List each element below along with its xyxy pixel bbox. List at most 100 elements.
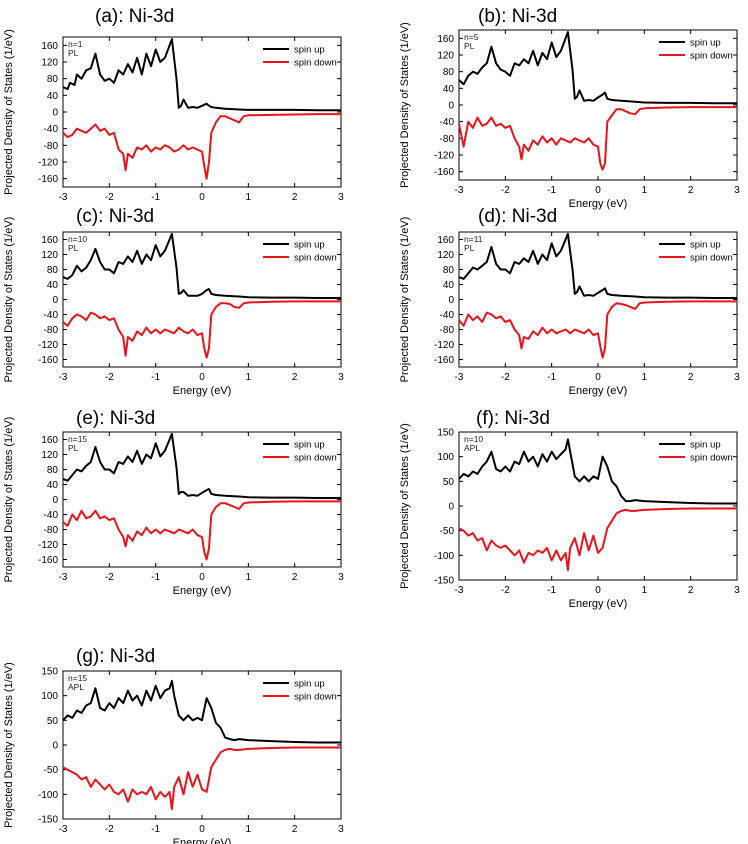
x-tick-label: -2	[105, 824, 114, 835]
y-tick-label: 40	[443, 84, 455, 95]
y-tick-label: -120	[38, 540, 58, 551]
x-axis-label: Energy (eV)	[173, 385, 232, 397]
x-tick-label: -3	[455, 585, 464, 596]
legend-label-spin-down: spin down	[690, 453, 733, 464]
spin-up-line	[458, 31, 737, 105]
y-axis-label: Projected Density of States (1/eV)	[3, 29, 15, 195]
y-tick-label: -40	[440, 117, 455, 128]
panel-info-label: n=10	[464, 434, 483, 444]
legend-label-spin-up: spin up	[294, 45, 325, 56]
panel-info-label: PL	[464, 41, 475, 51]
panel-info-label: PL	[68, 443, 79, 453]
x-tick-label: 2	[688, 372, 694, 383]
panel-title: (b): Ni-3d	[478, 6, 557, 27]
spin-down-line	[62, 113, 341, 180]
panel-title: (a): Ni-3d	[95, 6, 174, 27]
y-tick-label: 40	[47, 480, 59, 491]
y-tick-label: -120	[38, 158, 58, 169]
panel-title: (d): Ni-3d	[478, 206, 557, 227]
y-tick-label: 120	[437, 51, 454, 62]
y-tick-label: 50	[443, 477, 455, 488]
y-axis-label: Projected Density of States (1/eV)	[399, 423, 411, 589]
x-tick-label: -2	[105, 572, 114, 583]
y-tick-label: 120	[41, 450, 58, 461]
panel-info-label: n=1	[68, 39, 83, 49]
y-tick-label: -100	[434, 551, 454, 562]
x-tick-label: 1	[246, 192, 252, 203]
y-tick-label: 40	[47, 91, 59, 102]
spin-down-line	[458, 106, 737, 171]
x-tick-label: -3	[455, 372, 464, 383]
x-axis-label: Energy (eV)	[569, 598, 628, 610]
x-tick-label: 2	[292, 824, 298, 835]
y-tick-label: 160	[41, 235, 58, 246]
y-tick-label: -160	[38, 555, 58, 566]
spin-up-line	[458, 232, 737, 299]
y-tick-label: 0	[448, 101, 454, 112]
y-tick-label: 160	[41, 41, 58, 52]
x-tick-label: 1	[246, 824, 252, 835]
spin-down-line	[458, 507, 737, 572]
x-tick-label: -2	[501, 185, 510, 196]
panel-title: (c): Ni-3d	[76, 206, 154, 227]
x-tick-label: -1	[151, 372, 160, 383]
x-tick-label: 1	[246, 572, 252, 583]
x-tick-label: 0	[595, 372, 601, 383]
y-tick-label: -50	[44, 765, 59, 776]
y-axis-label: Projected Density of States (1/eV)	[3, 217, 15, 383]
y-tick-label: -80	[44, 325, 59, 336]
x-axis-label: Energy (eV)	[569, 198, 628, 210]
y-tick-label: 0	[52, 295, 58, 306]
x-tick-label: 2	[292, 372, 298, 383]
x-tick-label: 0	[595, 185, 601, 196]
spin-down-line	[62, 300, 341, 359]
x-tick-label: 2	[688, 185, 694, 196]
y-axis-label: Projected Density of States (1/eV)	[3, 662, 15, 828]
y-tick-label: 80	[47, 465, 59, 476]
y-tick-label: 0	[52, 495, 58, 506]
panel-title: (f): Ni-3d	[476, 408, 550, 429]
panel-info-label: PL	[464, 243, 475, 253]
y-tick-label: -80	[440, 325, 455, 336]
x-tick-label: -2	[501, 372, 510, 383]
x-tick-label: 0	[199, 572, 205, 583]
y-tick-label: 0	[448, 502, 454, 513]
y-tick-label: 80	[47, 265, 59, 276]
spin-up-line	[62, 679, 341, 744]
y-tick-label: -150	[38, 815, 58, 826]
x-tick-label: 3	[734, 585, 740, 596]
spin-up-line	[62, 38, 341, 112]
x-tick-label: 3	[338, 572, 344, 583]
x-tick-label: -1	[151, 824, 160, 835]
legend-label-spin-down: spin down	[294, 453, 337, 464]
y-tick-label: 0	[448, 295, 454, 306]
panel-g: (g): Ni-3d -150 -100 -50 0 50 100 150 -3 -2 -1 0 1 2 3…	[3, 646, 344, 844]
y-tick-label: -80	[44, 141, 59, 152]
x-tick-label: 3	[734, 372, 740, 383]
y-tick-label: -80	[440, 134, 455, 145]
y-tick-label: 120	[437, 250, 454, 261]
spin-down-line	[62, 746, 341, 811]
y-tick-label: 80	[47, 74, 59, 85]
y-tick-label: -160	[434, 355, 454, 366]
x-tick-label: -2	[105, 192, 114, 203]
spin-down-line	[458, 300, 737, 359]
y-tick-label: 0	[52, 741, 58, 752]
legend-label-spin-down: spin down	[690, 51, 733, 62]
y-tick-label: 120	[41, 58, 58, 69]
x-axis-label: Energy (eV)	[569, 385, 628, 397]
x-tick-label: -3	[455, 185, 464, 196]
y-tick-label: -40	[44, 510, 59, 521]
y-tick-label: 150	[437, 428, 454, 439]
y-axis-label: Projected Density of States (1/eV)	[3, 417, 15, 583]
y-tick-label: -150	[434, 576, 454, 587]
y-axis-label: Projected Density of States (1/eV)	[399, 22, 411, 188]
x-tick-label: 0	[595, 585, 601, 596]
x-tick-label: -3	[59, 572, 68, 583]
x-tick-label: 3	[338, 824, 344, 835]
y-tick-label: 80	[443, 265, 455, 276]
x-tick-label: -2	[501, 585, 510, 596]
